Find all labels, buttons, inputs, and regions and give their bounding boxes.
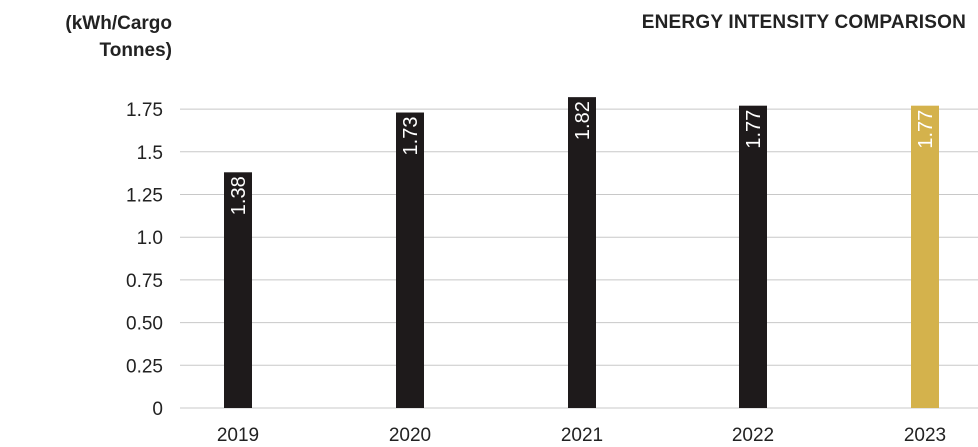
y-tick-label: 1.25	[126, 186, 163, 207]
y-tick-label: 0.25	[126, 356, 163, 377]
bar-value-label: 1.82	[572, 101, 594, 140]
y-tick-label: 1.0	[137, 228, 163, 249]
bar-value-label: 1.38	[228, 176, 250, 215]
y-axis-label: (kWh/Cargo Tonnes)	[65, 13, 172, 61]
bar	[396, 112, 424, 409]
chart-title: ENERGY INTENSITY COMPARISON	[641, 12, 966, 33]
bar	[568, 97, 596, 409]
y-tick-label: 0.50	[126, 314, 163, 335]
x-tick-label: 2023	[904, 425, 946, 446]
y-tick-label: 1.5	[137, 143, 163, 164]
y-tick-label: 1.75	[126, 100, 163, 121]
x-tick-label: 2022	[732, 425, 774, 446]
y-tick-label: 0.75	[126, 271, 163, 292]
bar-value-label: 1.77	[915, 110, 937, 149]
x-tick-label: 2019	[217, 425, 259, 446]
bar	[224, 172, 252, 408]
bar	[739, 105, 767, 409]
bar-value-label: 1.77	[743, 110, 765, 149]
x-tick-label: 2021	[561, 425, 603, 446]
x-tick-label: 2020	[389, 425, 431, 446]
bar-value-label: 1.73	[400, 117, 422, 156]
y-tick-label: 0	[152, 399, 163, 420]
bar	[911, 105, 939, 409]
